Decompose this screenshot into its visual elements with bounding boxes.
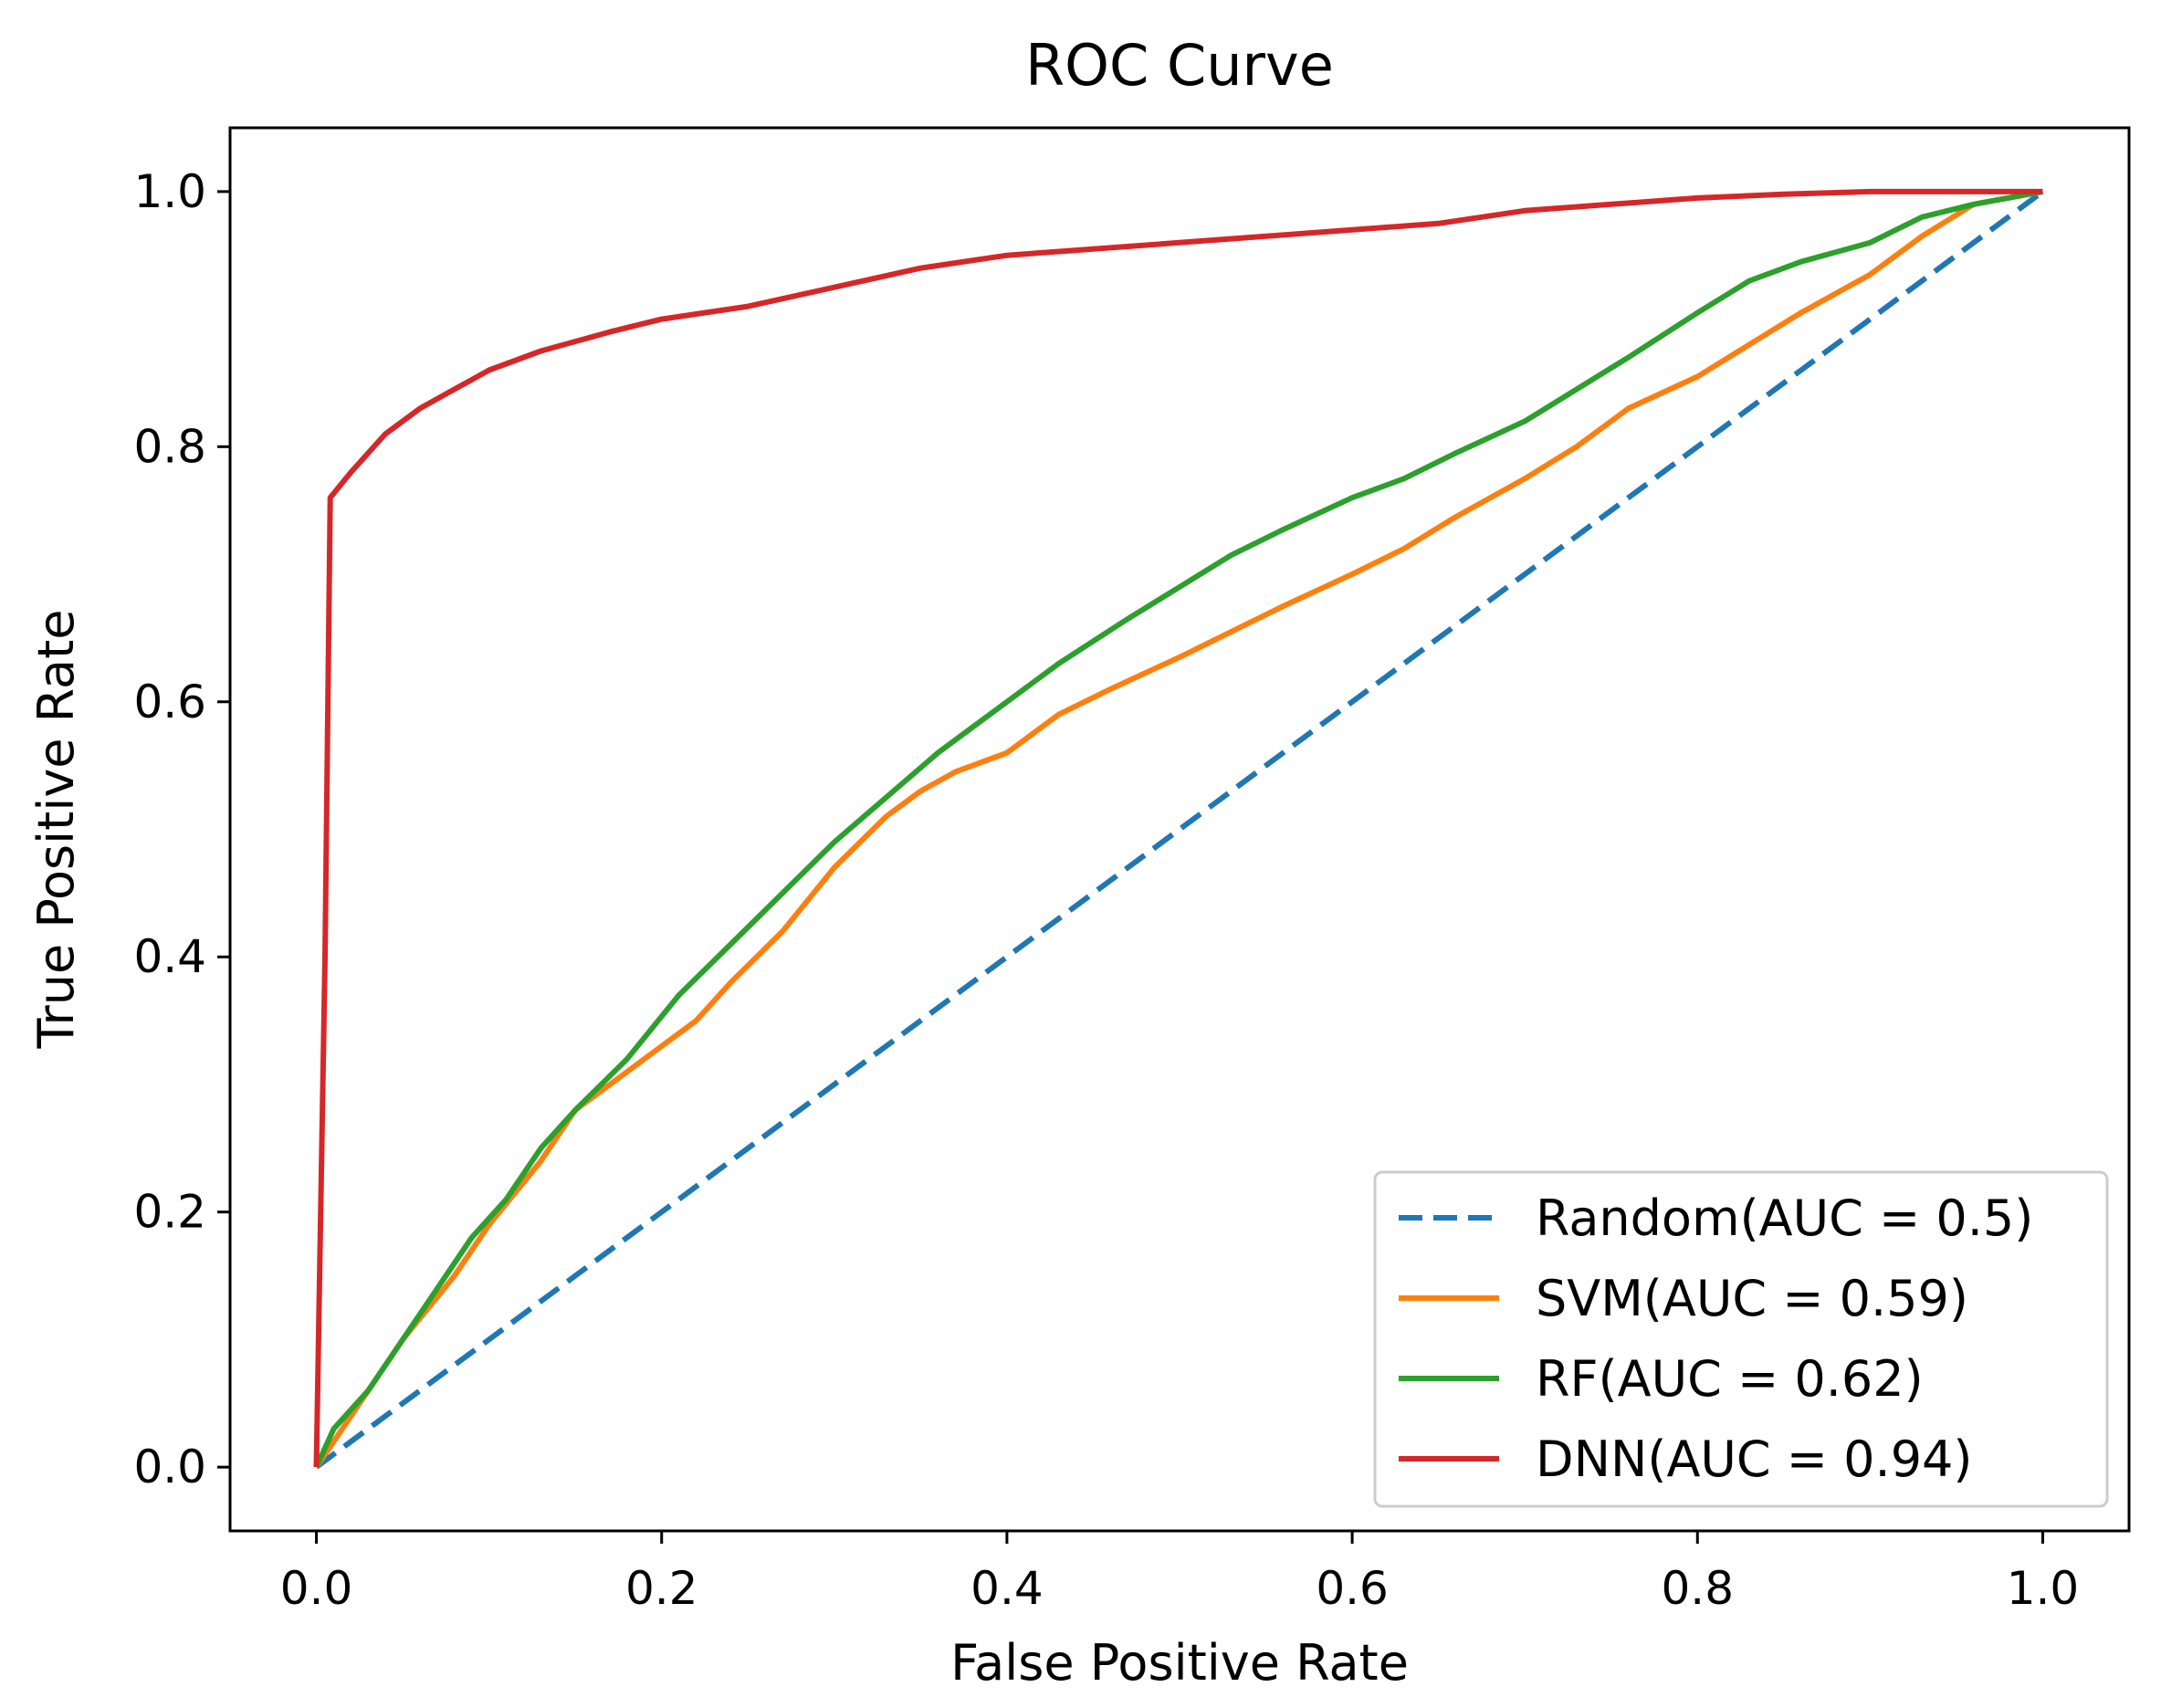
- x-tick-label: 0.8: [1662, 1562, 1735, 1615]
- series-line-2: [314, 188, 2044, 1469]
- legend-box: [1373, 1170, 2109, 1508]
- x-tick-label: 0.0: [280, 1562, 353, 1615]
- y-tick-label: 0.6: [133, 676, 206, 728]
- legend-label-2: SVM(AUC = 0.59): [1536, 1270, 1968, 1327]
- legend: Random(AUC = 0.5) SVM(AUC = 0.59) RF(AUC =…: [1373, 1170, 2109, 1508]
- x-tick-label: 0.4: [970, 1562, 1044, 1615]
- y-tick-label: 1.0: [133, 165, 206, 218]
- x-axis: 0.0 0.2 0.4 0.6 0.8 1.0: [280, 1531, 2079, 1615]
- legend-label-4: DNN(AUC = 0.94): [1536, 1430, 1973, 1488]
- y-axis-label: True Positive Rate: [27, 609, 85, 1049]
- x-tick-label: 1.0: [2007, 1562, 2080, 1615]
- series-line-3: [313, 188, 2044, 1469]
- x-tick-label: 0.2: [625, 1562, 698, 1615]
- y-tick-label: 0.0: [133, 1441, 206, 1493]
- legend-label-3: RF(AUC = 0.62): [1536, 1350, 1924, 1408]
- y-axis: 0.0 0.2 0.4 0.6 0.8 1.0: [133, 165, 230, 1493]
- legend-label-1: Random(AUC = 0.5): [1536, 1189, 2033, 1247]
- series-layer: [313, 188, 2045, 1470]
- x-axis-label: False Positive Rate: [950, 1634, 1409, 1692]
- y-tick-label: 0.4: [133, 930, 206, 983]
- y-tick-label: 0.2: [133, 1186, 206, 1239]
- x-tick-label: 0.6: [1316, 1562, 1389, 1615]
- y-tick-label: 0.8: [133, 420, 206, 473]
- series-line-4: [313, 188, 2043, 1468]
- series-line-1: [314, 189, 2045, 1470]
- chart-title: ROC Curve: [1025, 32, 1334, 99]
- plot-frame: [228, 126, 2131, 1533]
